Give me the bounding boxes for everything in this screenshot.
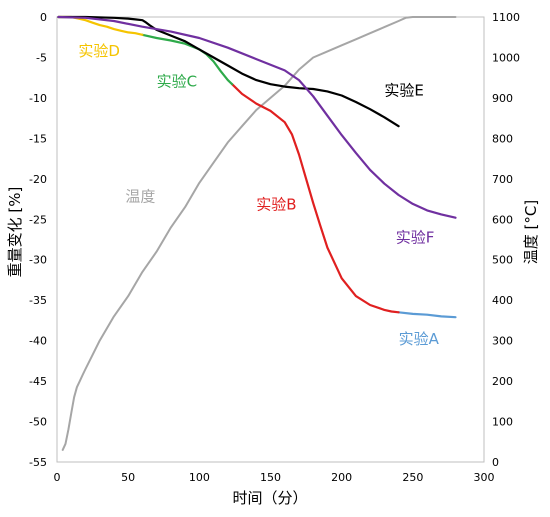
x-tick-label: 250: [402, 471, 423, 484]
right-tick-label: 1100: [492, 11, 520, 24]
series-line: [397, 311, 457, 319]
left-tick-label: -45: [29, 375, 47, 388]
series-label: 实验C: [157, 73, 197, 91]
series-label: 实验E: [384, 81, 423, 99]
x-tick-label: 100: [189, 471, 210, 484]
series-line: [57, 15, 400, 128]
left-tick-label: 0: [40, 11, 47, 24]
right-tick-label: 200: [492, 375, 513, 388]
series-label: 实验B: [256, 196, 296, 214]
right-tick-label: 800: [492, 132, 513, 145]
series-label: 实验D: [78, 42, 120, 60]
right-tick-label: 100: [492, 416, 513, 429]
left-tick-label: -40: [29, 335, 47, 348]
left-tick-label: -55: [29, 456, 47, 469]
right-tick-label: 600: [492, 213, 513, 226]
series-label: 实验A: [399, 330, 440, 348]
right-tick-label: 500: [492, 254, 513, 267]
left-tick-label: -10: [29, 92, 47, 105]
series-label: 实验F: [396, 229, 435, 247]
left-tick-label: -30: [29, 254, 47, 267]
x-axis-title: 时间（分）: [232, 489, 307, 507]
series-label: 温度: [125, 187, 155, 205]
left-tick-label: -35: [29, 294, 47, 307]
left-axis-title: 重量变化 [%]: [6, 187, 24, 278]
left-tick-label: -15: [29, 132, 47, 145]
left-tick-label: -25: [29, 213, 47, 226]
right-tick-label: 300: [492, 335, 513, 348]
right-tick-label: 400: [492, 294, 513, 307]
x-tick-label: 0: [54, 471, 61, 484]
right-tick-label: 0: [492, 456, 499, 469]
right-tick-label: 900: [492, 92, 513, 105]
x-tick-label: 300: [474, 471, 495, 484]
right-axis-title: 温度 [°C]: [522, 200, 540, 264]
left-tick-label: -5: [36, 51, 47, 64]
x-tick-label: 150: [260, 471, 281, 484]
plot-frame: [56, 16, 485, 463]
x-tick-label: 200: [331, 471, 352, 484]
left-tick-label: -20: [29, 173, 47, 186]
series-line: [57, 15, 457, 219]
series-line: [231, 83, 400, 314]
right-tick-label: 1000: [492, 51, 520, 64]
right-tick-label: 700: [492, 173, 513, 186]
x-tick-label: 50: [121, 471, 135, 484]
left-tick-label: -50: [29, 416, 47, 429]
series-line: [61, 16, 457, 451]
